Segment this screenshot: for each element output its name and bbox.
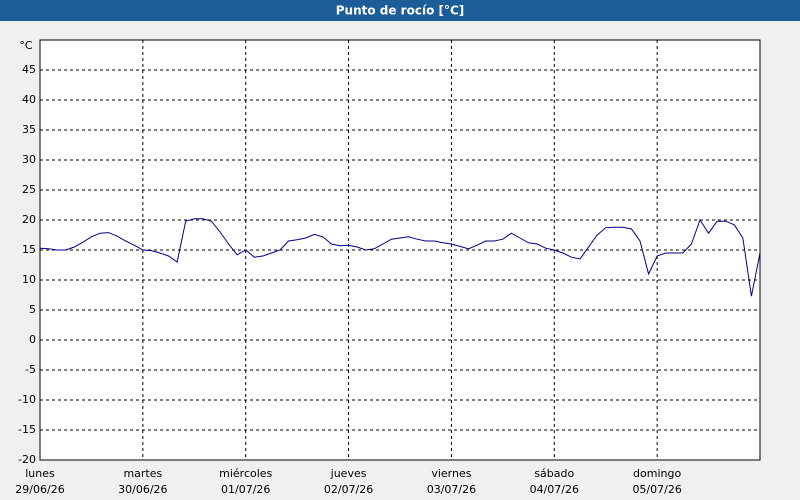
y-tick-label: -5 — [25, 363, 36, 376]
x-tick-day: viernes — [431, 467, 471, 480]
y-tick-label: -10 — [18, 393, 36, 406]
y-tick-label: 20 — [22, 213, 36, 226]
x-tick-day: miércoles — [219, 467, 272, 480]
chart-title: Punto de rocío [°C] — [336, 4, 465, 18]
y-tick-label: 45 — [22, 63, 36, 76]
x-tick-date: 02/07/26 — [324, 483, 373, 496]
x-tick-date: 04/07/26 — [530, 483, 579, 496]
x-tick-day: martes — [123, 467, 162, 480]
x-tick-date: 01/07/26 — [221, 483, 270, 496]
plot-border — [39, 39, 761, 461]
x-tick-date: 30/06/26 — [118, 483, 167, 496]
y-tick-label: 40 — [22, 93, 36, 106]
dew-point-line — [39, 218, 761, 297]
x-tick-day: domingo — [633, 467, 681, 480]
y-tick-label: 30 — [22, 153, 36, 166]
y-tick-label: -20 — [18, 453, 36, 466]
y-tick-label: -15 — [18, 423, 36, 436]
y-tick-label: 15 — [22, 243, 36, 256]
x-tick-date: 05/07/26 — [632, 483, 681, 496]
y-tick-label: 35 — [22, 123, 36, 136]
y-tick-label: 0 — [29, 333, 36, 346]
x-tick-day: sábado — [534, 467, 574, 480]
title-bar — [0, 0, 800, 21]
x-tick-date: 29/06/26 — [15, 483, 64, 496]
y-unit: °C — [19, 39, 33, 52]
x-tick-date: 03/07/26 — [427, 483, 476, 496]
x-tick-day: jueves — [330, 467, 367, 480]
x-tick-day: lunes — [25, 467, 55, 480]
y-tick-label: 10 — [22, 273, 36, 286]
y-tick-label: 5 — [29, 303, 36, 316]
y-tick-label: 25 — [22, 183, 36, 196]
